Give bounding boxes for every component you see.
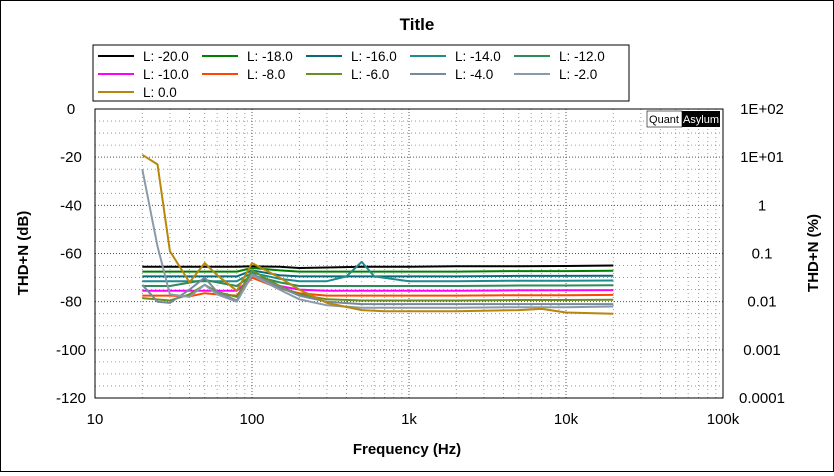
x-tick-label: 100 [239, 411, 264, 428]
legend-label[interactable]: L: -8.0 [247, 67, 285, 82]
y-right-tick-label: 0.01 [747, 294, 776, 311]
legend-label[interactable]: L: 0.0 [143, 85, 177, 100]
y-axis-label: THD+N (dB) [15, 211, 32, 296]
series-line-5 [142, 274, 614, 287]
y-tick-label: -120 [56, 390, 86, 407]
brand-asylum: Asylum [683, 114, 719, 126]
legend-label[interactable]: L: -4.0 [455, 67, 493, 82]
legend-label[interactable]: L: -10.0 [143, 67, 189, 82]
y-right-tick-label: 1 [758, 197, 766, 214]
series-group [141, 153, 614, 315]
y-tick-label: 0 [67, 101, 75, 118]
grid [95, 109, 723, 398]
y-right-tick-label: 0.1 [752, 246, 773, 263]
legend-label[interactable]: L: -12.0 [559, 49, 605, 64]
x-axis-label: Frequency (Hz) [353, 441, 461, 458]
y-right-tick-label: 0.0001 [739, 390, 785, 407]
legend-label[interactable]: L: -18.0 [247, 49, 293, 64]
series-line-10 [141, 169, 614, 309]
x-tick-label: 10k [554, 411, 579, 428]
y-axis-label-right: THD+N (%) [805, 214, 822, 292]
brand-quant: Quant [649, 114, 679, 126]
plot-area [94, 108, 724, 399]
y-tick-label: -80 [60, 294, 82, 311]
series-line-11 [141, 153, 614, 315]
legend-label[interactable]: L: -6.0 [351, 67, 389, 82]
series-line-3 [142, 269, 614, 278]
y-right-tick-label: 0.001 [743, 342, 781, 359]
y-tick-label: -20 [60, 149, 82, 166]
legend-label[interactable]: L: -2.0 [559, 67, 597, 82]
chart-title: Title [400, 15, 435, 34]
series-line-9 [141, 273, 614, 306]
x-tick-label: 10 [87, 411, 104, 428]
legend-label[interactable]: L: -16.0 [351, 49, 397, 64]
x-tick-label: 1k [401, 411, 417, 428]
series-line-1 [142, 264, 614, 269]
series-line-2 [142, 267, 614, 273]
y-tick-label: -100 [56, 342, 86, 359]
series-line-4 [142, 260, 614, 283]
y-right-tick-label: 1E+02 [740, 101, 784, 118]
legend-label[interactable]: L: -20.0 [143, 49, 189, 64]
y-right-tick-label: 1E+01 [740, 149, 784, 166]
legend: L: -20.0 L: -18.0 L: -16.0 L: -14.0 L: -12.0… [92, 44, 630, 102]
quantasylum-logo: Quant Asylum [646, 110, 720, 128]
x-tick-label: 100k [707, 411, 740, 428]
legend-label[interactable]: L: -14.0 [455, 49, 501, 64]
y-tick-label: -40 [60, 197, 82, 214]
tick-labels: 10 100 1k 10k 100k 0 -20 -40 -60 -80 -100 -120 1E+02… [56, 101, 785, 428]
y-tick-label: -60 [60, 246, 82, 263]
